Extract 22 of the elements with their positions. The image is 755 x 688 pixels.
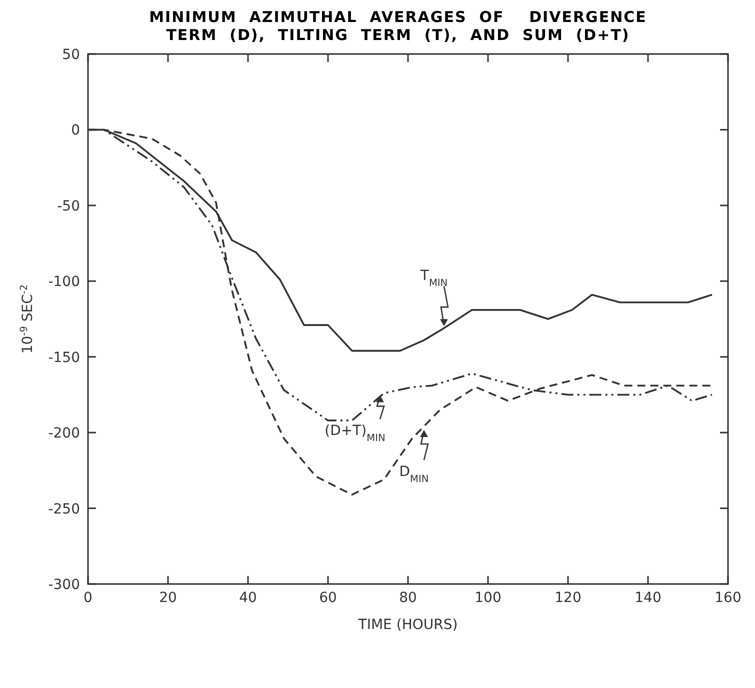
annotation: T$_{MIN}$ (419, 268, 448, 289)
x-tick-label: 80 (399, 590, 417, 606)
annotation: D$_{MIN}$ (399, 464, 429, 485)
y-tick-label: 50 (62, 46, 80, 63)
y-tick-label: -150 (48, 350, 80, 366)
chart-title: MINIMUM AZIMUTHAL AVERAGES OF DIVERGENCE TERM (D), TILTING TERM (T), AND SUM (D+T) (148, 8, 648, 44)
annotation: (D+T)$_{MIN}$ (324, 423, 386, 444)
y-tick-label: -200 (48, 426, 80, 442)
x-tick-label: 0 (84, 590, 92, 606)
x-tick-label: 120 (554, 590, 582, 606)
y-tick-label: -100 (48, 274, 80, 290)
x-axis-title: TIME (HOURS) (357, 617, 458, 633)
x-tick-label: 160 (714, 590, 742, 606)
y-tick-label: -250 (48, 501, 80, 518)
y-tick-label: 0 (71, 122, 80, 139)
x-tick-label: 60 (319, 590, 337, 606)
x-tick-label: 20 (159, 590, 177, 606)
y-tick-label: -300 (48, 576, 80, 593)
x-tick-label: 140 (634, 590, 662, 606)
x-tick-label: 100 (474, 590, 502, 606)
x-tick-label: 40 (239, 590, 257, 606)
y-tick-label: -50 (57, 198, 80, 214)
